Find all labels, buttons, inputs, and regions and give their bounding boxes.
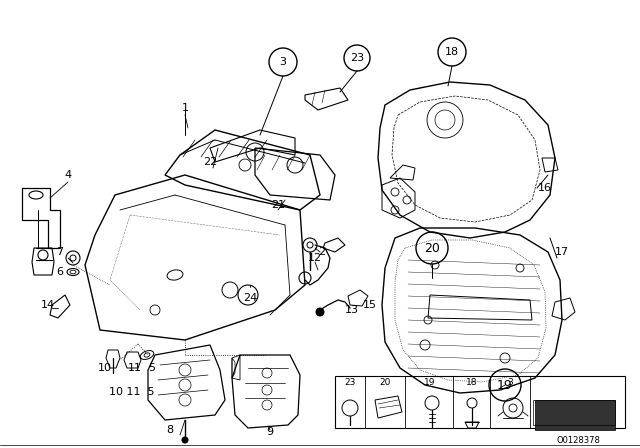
Bar [535, 400, 615, 430]
Text: 8: 8 [166, 425, 173, 435]
Text: 6: 6 [56, 267, 63, 277]
Text: 18: 18 [445, 47, 459, 57]
Text: 4: 4 [65, 170, 72, 180]
Text: 2: 2 [319, 247, 326, 257]
Text: 12: 12 [308, 253, 322, 263]
Text: O0128378: O0128378 [556, 435, 600, 444]
Text: 19: 19 [424, 378, 436, 387]
Bar [335, 376, 625, 428]
Text: 18: 18 [467, 378, 477, 387]
Text: 20: 20 [424, 241, 440, 254]
Text: 9: 9 [266, 427, 273, 437]
Text: 16: 16 [538, 183, 552, 193]
Text: 15: 15 [363, 300, 377, 310]
Text: 10 11  5: 10 11 5 [109, 387, 155, 397]
Circle shape [182, 437, 188, 443]
Text: 21: 21 [271, 200, 285, 210]
Text: 23: 23 [344, 378, 356, 387]
Text: 24: 24 [243, 293, 257, 303]
Text: 14: 14 [41, 300, 55, 310]
Text: 3: 3 [280, 57, 287, 67]
Text: 17: 17 [555, 247, 569, 257]
Text: 23: 23 [350, 53, 364, 63]
Text: 5: 5 [148, 363, 156, 373]
Text: 13: 13 [345, 305, 359, 315]
Text: 19: 19 [497, 379, 513, 392]
Text: 3: 3 [507, 378, 513, 387]
Circle shape [316, 308, 324, 316]
Text: 7: 7 [56, 247, 63, 257]
Text: 1: 1 [182, 103, 189, 113]
Text: 11: 11 [128, 363, 142, 373]
Text: 10: 10 [98, 363, 112, 373]
Text: 20: 20 [380, 378, 390, 387]
Text: 22: 22 [203, 157, 217, 167]
